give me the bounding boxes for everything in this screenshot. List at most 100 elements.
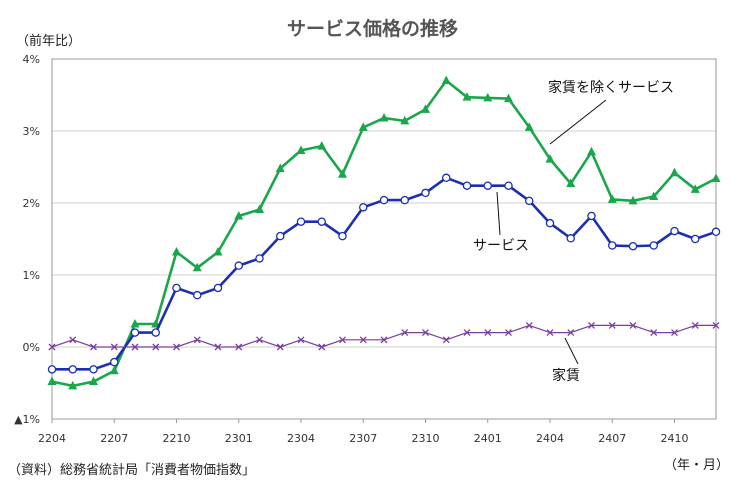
data-point-triangle: [566, 178, 576, 188]
data-point-x: [380, 336, 388, 344]
y-tick-label: 2%: [23, 197, 40, 210]
data-point-triangle: [628, 195, 638, 205]
data-point-x: [235, 343, 243, 351]
x-tick-label: 2401: [474, 432, 502, 445]
data-point-triangle: [213, 246, 223, 256]
data-point-x: [152, 343, 160, 351]
data-point-circle: [711, 227, 721, 237]
data-point-circle: [110, 357, 119, 367]
data-point-x: [276, 343, 284, 351]
plot-frame: [51, 58, 717, 420]
data-point-triangle: [89, 376, 98, 386]
data-point-x: [588, 321, 595, 329]
data-point-triangle: [649, 191, 659, 201]
y-tick-label: ▲1%: [14, 413, 40, 426]
data-point-circle: [379, 195, 389, 205]
x-tick-label: 2204: [38, 432, 66, 445]
annotation-label: サービス: [473, 238, 529, 254]
data-point-circle: [130, 328, 140, 337]
data-point-x: [608, 321, 616, 329]
x-axis-unit-label: （年・月）: [663, 458, 729, 473]
data-point-triangle: [109, 365, 119, 375]
y-axis-ticks: 4% 3% 2% 1% 0% ▲1%: [14, 53, 40, 426]
data-point-triangle: [47, 376, 57, 386]
data-point-triangle: [68, 380, 78, 390]
source-note: （資料）総務省統計局「消費者物価指数」: [8, 463, 256, 478]
data-point-x: [567, 329, 575, 337]
data-point-circle: [151, 328, 160, 337]
data-point-x: [110, 343, 118, 351]
annotation-label: 家賃を除くサービス: [548, 79, 674, 96]
data-point-x: [629, 321, 637, 329]
y-tick-label: 4%: [23, 53, 40, 66]
series-2: [48, 321, 720, 351]
data-point-triangle: [255, 204, 264, 213]
data-point-triangle: [690, 184, 700, 193]
data-point-circle: [628, 241, 638, 251]
data-point-triangle: [607, 194, 617, 203]
data-point-circle: [234, 261, 243, 270]
data-point-triangle: [234, 210, 244, 220]
data-point-x: [214, 343, 222, 351]
data-point-triangle: [462, 92, 472, 101]
data-point-x: [525, 321, 533, 329]
data-point-triangle: [670, 167, 679, 177]
series-1: [47, 173, 721, 374]
data-point-triangle: [358, 122, 368, 131]
data-point-triangle: [317, 141, 327, 150]
data-point-triangle: [545, 154, 555, 163]
x-tick-label: 2310: [412, 432, 440, 445]
data-point-circle: [338, 231, 347, 241]
data-point-x: [193, 336, 201, 344]
x-axis-ticks: 2204 2207 2210 2301 2304 2307 2310 2401 2404 2407…: [38, 419, 689, 445]
data-point-circle: [670, 226, 679, 236]
data-point-x: [546, 329, 554, 337]
x-tick-label: 2301: [225, 432, 253, 445]
y-tick-label: 0%: [23, 341, 40, 354]
x-tick-label: 2210: [163, 432, 191, 445]
data-point-circle: [587, 211, 596, 221]
data-point-circle: [421, 188, 430, 198]
data-point-x: [48, 343, 56, 351]
data-point-circle: [566, 234, 576, 243]
data-point-triangle: [130, 318, 140, 328]
data-point-triangle: [421, 104, 430, 113]
data-point-triangle: [483, 92, 493, 102]
data-point-x: [650, 329, 658, 337]
data-point-x: [318, 343, 326, 351]
annotation-leader-line: [564, 337, 579, 365]
data-point-x: [671, 329, 678, 337]
data-point-triangle: [587, 146, 596, 156]
annotation-leader-line: [549, 99, 607, 145]
data-point-circle: [358, 203, 368, 212]
data-point-x: [484, 329, 492, 337]
annotation-leader-line: [496, 191, 501, 236]
series-line: [51, 324, 716, 348]
series-0: [47, 75, 721, 390]
data-point-triangle: [504, 93, 513, 103]
x-tick-label: 2407: [598, 432, 626, 445]
data-point-x: [422, 329, 429, 337]
data-point-circle: [691, 234, 700, 244]
data-point-triangle: [296, 145, 306, 154]
data-point-circle: [317, 217, 326, 226]
y-tick-label: 3%: [23, 125, 40, 138]
data-point-circle: [504, 181, 513, 190]
x-tick-label: 2307: [349, 432, 377, 445]
data-point-triangle: [192, 262, 202, 272]
chart-title: サービス価格の推移: [286, 18, 458, 40]
data-point-x: [401, 329, 409, 337]
data-point-circle: [462, 181, 472, 190]
data-point-circle: [441, 173, 451, 183]
data-point-x: [359, 336, 367, 344]
y-tick-label: 1%: [23, 269, 40, 282]
annotation-label: 家賃: [552, 367, 580, 384]
data-point-x: [173, 343, 180, 351]
data-point-circle: [172, 283, 181, 293]
data-point-circle: [483, 181, 492, 190]
series-group: [47, 75, 721, 390]
data-point-x: [339, 336, 346, 344]
data-point-x: [712, 321, 720, 329]
